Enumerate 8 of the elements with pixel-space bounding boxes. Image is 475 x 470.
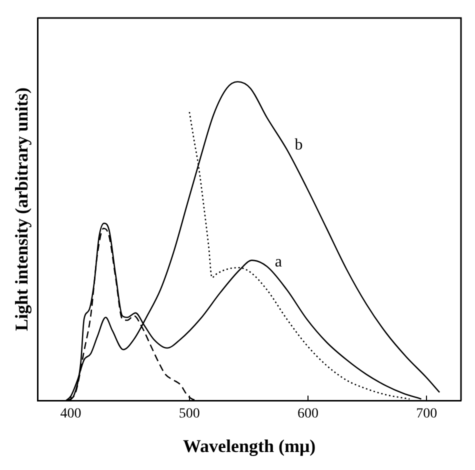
x-tick-label: 600 [298,406,319,422]
series-label: b [294,136,303,154]
y-axis-title: Light intensity (arbitrary units) [11,88,32,332]
series-label: a [274,254,282,271]
x-axis-title: Wavelength (mμ) [182,436,316,456]
x-tick-label: 500 [178,406,200,422]
x-tick-label: 400 [60,406,82,422]
x-tick-label: 700 [416,406,438,422]
